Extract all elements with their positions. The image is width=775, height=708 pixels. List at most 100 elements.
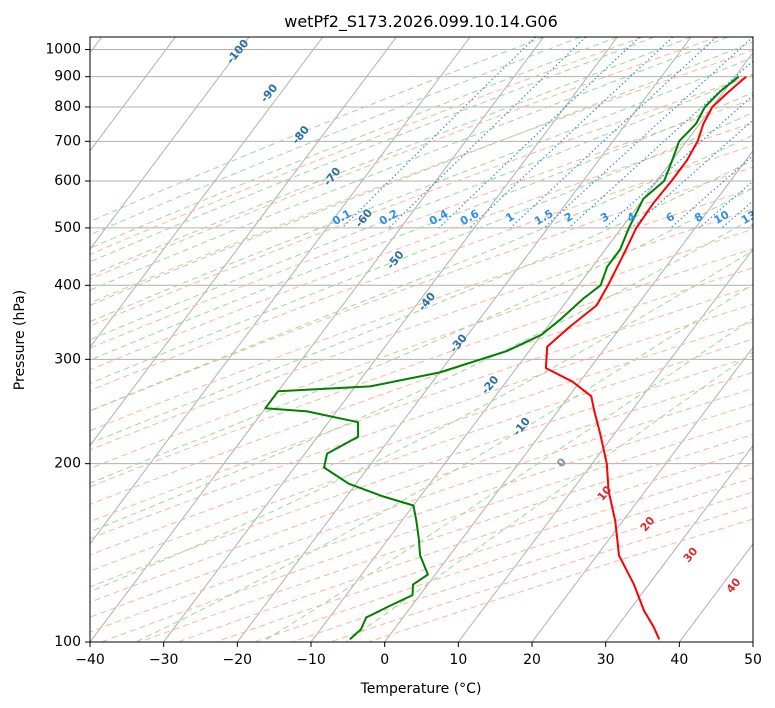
- moist-adiabat-line: [90, 37, 729, 291]
- profile-series: [264, 75, 747, 641]
- dry-adiabat-line: [90, 248, 753, 488]
- y-tick-label: 600: [54, 173, 81, 189]
- dry-adiabat-line: [90, 208, 753, 451]
- y-tick-label: 1000: [45, 42, 81, 58]
- moist-adiabat-label: 30: [681, 545, 701, 565]
- dry-adiabat-line: [90, 122, 753, 371]
- mixing-ratio-label: 1: [504, 210, 517, 225]
- dry-adiabat-lines: [90, 37, 753, 642]
- isotherm-line: [163, 37, 618, 642]
- dry-adiabat-line: [90, 303, 753, 540]
- dry-adiabat-line: [90, 387, 753, 618]
- moist-adiabat-line: [90, 187, 753, 484]
- dry-adiabat-line: [90, 74, 753, 327]
- dry-adiabat-line: [90, 49, 753, 304]
- moist-adiabat-line: [135, 283, 753, 642]
- y-tick-label: 700: [54, 133, 81, 149]
- mixing-ratio-line: [721, 200, 753, 229]
- dry-adiabat-line: [90, 355, 753, 588]
- moist-adiabat-line: [90, 37, 544, 223]
- mixing-ratio-line: [631, 119, 753, 229]
- moist-adiabat-line: [90, 91, 753, 361]
- isotherm-line: [236, 37, 692, 642]
- isotherm-line: [384, 150, 753, 642]
- x-tick-label: −10: [296, 652, 326, 668]
- moist-adiabat-line: [90, 73, 753, 341]
- mixing-ratio-label: 10: [712, 208, 732, 227]
- y-axis-ticks: 100 200 300 400 500 600 700 800 900 1000: [45, 42, 90, 650]
- x-tick-label: −40: [75, 652, 105, 668]
- dry-adiabat-label: -90: [258, 81, 281, 105]
- moist-adiabat-line: [90, 112, 753, 384]
- dry-adiabat-line: [368, 518, 753, 642]
- moist-adiabat-line: [90, 159, 753, 444]
- x-tick-label: 10: [449, 652, 467, 668]
- mixing-ratio-line: [509, 37, 717, 229]
- mixing-ratio-label: 0.4: [427, 207, 451, 228]
- dry-adiabat-line: [90, 166, 753, 412]
- isotherm-line: [90, 37, 397, 447]
- dry-adiabat-line: [90, 37, 718, 280]
- isotherm-line: [90, 37, 324, 349]
- mixing-ratio-label: 1.5: [532, 207, 555, 228]
- moist-adiabat-line: [90, 250, 753, 593]
- x-tick-label: 20: [523, 652, 541, 668]
- mixing-ratio-line: [543, 37, 753, 229]
- moist-adiabat-line: [262, 317, 753, 642]
- mixing-ratio-line: [771, 37, 775, 228]
- moist-adiabat-line: [90, 134, 753, 412]
- mixing-ratio-label: 13: [739, 208, 759, 227]
- moist-adiabat-label: 20: [638, 514, 658, 534]
- dry-adiabat-line: [90, 228, 753, 470]
- mixing-ratio-label: 0.2: [377, 207, 400, 228]
- isotherm-line: [90, 37, 176, 152]
- y-tick-label: 500: [54, 220, 81, 236]
- dry-adiabat-line: [90, 321, 753, 556]
- x-tick-label: −30: [149, 652, 179, 668]
- temperature-series-line: [544, 75, 747, 640]
- isotherm-line: [310, 51, 753, 642]
- x-axis-ticks: −40 −30 −20 −10 0 10 20 30 40 50: [75, 642, 762, 668]
- dry-adiabat-line: [90, 285, 753, 523]
- y-tick-label: 100: [54, 634, 81, 650]
- chart-title: wetPf2_S173.2026.099.10.14.G06: [284, 12, 558, 32]
- moist-adiabat-lines: [90, 37, 753, 642]
- x-axis-label: Temperature (°C): [360, 681, 482, 697]
- plot-area: -100-90-80-70-60-50-40-30-20-100.1 0.2 0.4…: [90, 37, 775, 642]
- dry-adiabat-line: [90, 37, 643, 255]
- dry-adiabat-line: [90, 187, 753, 432]
- mixing-ratio-label: 2: [562, 210, 575, 225]
- y-tick-label: 200: [54, 456, 81, 472]
- dewpoint-series-line: [264, 75, 740, 641]
- isotherm-line: [752, 641, 753, 642]
- x-tick-label: 0: [380, 652, 389, 668]
- y-axis-label: Pressure (hPa): [12, 290, 28, 390]
- mixing-ratio-line: [568, 60, 753, 229]
- mixing-ratio-line: [388, 37, 587, 229]
- moist-adiabat-line: [90, 37, 618, 249]
- y-tick-label: 400: [54, 277, 81, 293]
- mixing-ratio-line: [604, 94, 753, 229]
- mixing-ratio-label: 0.1: [330, 207, 353, 228]
- mixing-ratio-label: 16: [761, 208, 775, 227]
- x-tick-label: 50: [744, 652, 762, 668]
- dry-adiabat-line: [90, 144, 753, 392]
- dry-adiabat-label: -100: [224, 37, 252, 67]
- dry-adiabat-label: -10: [510, 415, 533, 439]
- isobar-lines: [90, 49, 753, 642]
- isotherm-lines: [90, 37, 753, 642]
- moist-adiabat-label: 0: [554, 455, 569, 469]
- dry-adiabat-line: [90, 267, 753, 505]
- x-tick-label: −20: [223, 652, 253, 668]
- dry-adiabat-label: -40: [416, 290, 439, 314]
- mixing-ratio-label: 3: [598, 210, 611, 225]
- moist-adiabat-line: [90, 41, 753, 306]
- isotherm-line: [90, 37, 545, 642]
- y-tick-label: 900: [54, 69, 81, 85]
- y-tick-label: 800: [54, 99, 81, 115]
- y-tick-label: 300: [54, 351, 81, 367]
- moist-adiabat-line: [345, 351, 753, 642]
- moist-adiabat-line: [90, 56, 753, 323]
- plot-frame: [89, 36, 754, 643]
